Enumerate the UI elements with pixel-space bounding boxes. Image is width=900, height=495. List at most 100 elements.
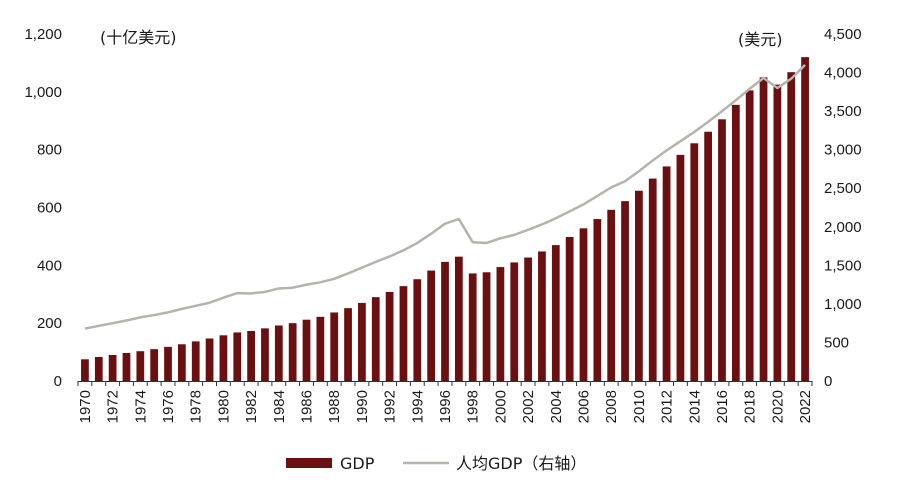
x-axis-tick-label: 1972 xyxy=(105,390,122,423)
right-axis-tick-label: 3,500 xyxy=(824,103,862,120)
gdp-bar xyxy=(399,286,408,381)
gdp-bar xyxy=(136,351,145,381)
gdp-bar xyxy=(288,323,297,381)
x-axis-tick-label: 2006 xyxy=(575,390,592,423)
x-axis-tick-label: 2020 xyxy=(769,390,786,423)
x-axis-tick-label: 1984 xyxy=(271,390,288,423)
gdp-bar xyxy=(635,190,643,381)
gdp-bar xyxy=(261,328,269,381)
right-axis-tick-label: 500 xyxy=(824,334,849,351)
x-axis-tick-label: 1998 xyxy=(465,390,482,423)
gdp-bar xyxy=(704,131,713,381)
gdp-bar xyxy=(524,257,532,381)
x-axis-tick-label: 2022 xyxy=(797,390,814,423)
x-axis-tick-label: 2010 xyxy=(631,390,648,423)
gdp-bar xyxy=(496,267,505,381)
gdp-bar xyxy=(219,335,228,381)
gdp-bar xyxy=(662,166,671,381)
right-axis-tick-label: 0 xyxy=(824,373,832,390)
left-axis-tick-labels: 0 200 400 600 800 1,000 1,200 xyxy=(24,26,62,390)
gdp-bar xyxy=(427,270,436,381)
gdp-bar xyxy=(344,308,352,381)
gdp-bar xyxy=(787,72,796,382)
left-axis-unit-label: (十亿美元) xyxy=(100,28,177,47)
legend: GDP 人均GDP（右轴） xyxy=(286,454,586,473)
x-axis-tick-label: 2004 xyxy=(548,390,565,423)
gdp-bar xyxy=(81,359,89,381)
x-axis-tick-label: 2012 xyxy=(659,390,676,423)
right-axis-tick-label: 4,500 xyxy=(824,26,862,43)
left-axis-tick-label: 1,000 xyxy=(24,84,62,101)
gdp-bar xyxy=(745,90,754,381)
gdp-bar xyxy=(94,356,103,381)
gdp-bar xyxy=(801,57,809,382)
gdp-bar xyxy=(316,316,325,381)
x-axis-tick-label: 1970 xyxy=(77,390,94,423)
gdp-bar xyxy=(468,273,477,381)
right-axis-unit-label: (美元) xyxy=(738,30,783,49)
left-axis-tick-label: 0 xyxy=(54,373,62,390)
gdp-bar xyxy=(510,262,519,381)
gdp-bar xyxy=(773,84,782,382)
gdp-bar xyxy=(330,312,339,381)
x-axis-tick-label: 1986 xyxy=(299,390,316,423)
gdp-bar xyxy=(164,346,172,381)
gdp-bar xyxy=(358,302,366,381)
x-axis-tick-label: 1982 xyxy=(243,390,260,423)
gdp-bar xyxy=(274,325,283,381)
left-axis-tick-label: 600 xyxy=(37,200,62,217)
x-axis-tick-label: 1990 xyxy=(354,390,371,423)
gdp-bar xyxy=(371,297,380,381)
gdp-bar xyxy=(551,245,560,381)
x-axis-tick-label: 1996 xyxy=(437,390,454,423)
gdp-bar xyxy=(385,291,394,381)
x-axis-tick-label: 2000 xyxy=(492,390,509,423)
x-axis-tick-label: 1994 xyxy=(409,390,426,423)
gdp-bar xyxy=(538,251,546,381)
right-axis-tick-label: 1,500 xyxy=(824,257,862,274)
x-axis-tick-label: 2018 xyxy=(742,390,759,423)
x-axis-tick-label: 1980 xyxy=(215,390,232,423)
right-axis-tick-label: 2,000 xyxy=(824,219,862,236)
gdp-bar xyxy=(302,319,311,381)
gdp-bars xyxy=(81,57,809,382)
left-axis-tick-label: 200 xyxy=(37,315,62,332)
gdp-bar xyxy=(731,104,740,382)
legend-gdp-label: GDP xyxy=(340,454,375,473)
right-axis-tick-labels: 0 500 1,000 1,500 2,000 2,500 3,000 3,500 4,000 4… xyxy=(824,26,862,390)
gdp-bar xyxy=(191,341,200,381)
x-axis-tick-label: 2008 xyxy=(603,390,620,423)
gdp-per-capita-line xyxy=(84,63,806,330)
right-axis-tick-label: 3,000 xyxy=(824,142,862,159)
gdp-bar xyxy=(759,77,768,381)
gdp-bar xyxy=(413,279,422,381)
gdp-bar xyxy=(718,119,726,381)
right-axis-tick-label: 1,000 xyxy=(824,296,862,313)
legend-gdp-per-capita-label: 人均GDP（右轴） xyxy=(456,454,586,473)
gdp-bar xyxy=(177,344,186,381)
x-axis-ticks xyxy=(77,381,813,386)
right-axis-tick-label: 4,000 xyxy=(824,65,862,82)
gdp-bar xyxy=(482,272,491,381)
x-axis-tick-label: 1974 xyxy=(132,390,149,423)
x-axis-tick-label: 1978 xyxy=(188,390,205,423)
x-axis-tick-label: 2016 xyxy=(714,390,731,423)
left-axis-tick-label: 800 xyxy=(37,142,62,159)
left-axis-tick-label: 400 xyxy=(37,257,62,274)
legend-gdp-swatch xyxy=(286,458,332,468)
x-axis-tick-labels: 1970 1972 1974 1976 1978 1980 1982 1984 1986 1988… xyxy=(77,390,814,423)
gdp-bar xyxy=(565,236,574,381)
gdp-bar xyxy=(607,209,616,381)
left-axis-tick-label: 1,200 xyxy=(24,26,62,43)
gdp-bar xyxy=(690,143,699,381)
x-axis-tick-label: 2002 xyxy=(520,390,537,423)
x-axis-tick-label: 1988 xyxy=(326,390,343,423)
gdp-bar xyxy=(648,178,657,381)
gdp-bar xyxy=(122,352,131,381)
gdp-bar xyxy=(247,330,255,381)
gdp-bar xyxy=(441,261,449,381)
gdp-bar xyxy=(205,338,214,381)
gdp-bar xyxy=(150,349,159,381)
gdp-bar xyxy=(579,228,588,381)
